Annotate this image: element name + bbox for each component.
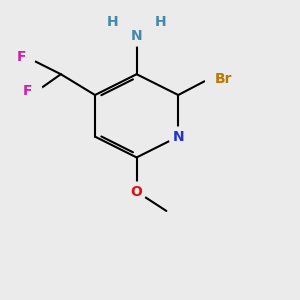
Text: F: F (16, 50, 26, 64)
Text: N: N (131, 29, 142, 44)
Text: H: H (154, 15, 166, 29)
Text: H: H (107, 15, 119, 29)
Circle shape (169, 127, 188, 146)
Circle shape (205, 69, 224, 88)
Circle shape (103, 13, 122, 32)
Circle shape (151, 13, 170, 32)
Text: Br: Br (215, 72, 232, 86)
Text: N: N (172, 130, 184, 144)
Circle shape (127, 27, 146, 46)
Text: O: O (131, 184, 142, 199)
Circle shape (127, 182, 146, 201)
Text: F: F (23, 84, 33, 98)
Circle shape (23, 81, 42, 100)
Circle shape (16, 48, 35, 67)
